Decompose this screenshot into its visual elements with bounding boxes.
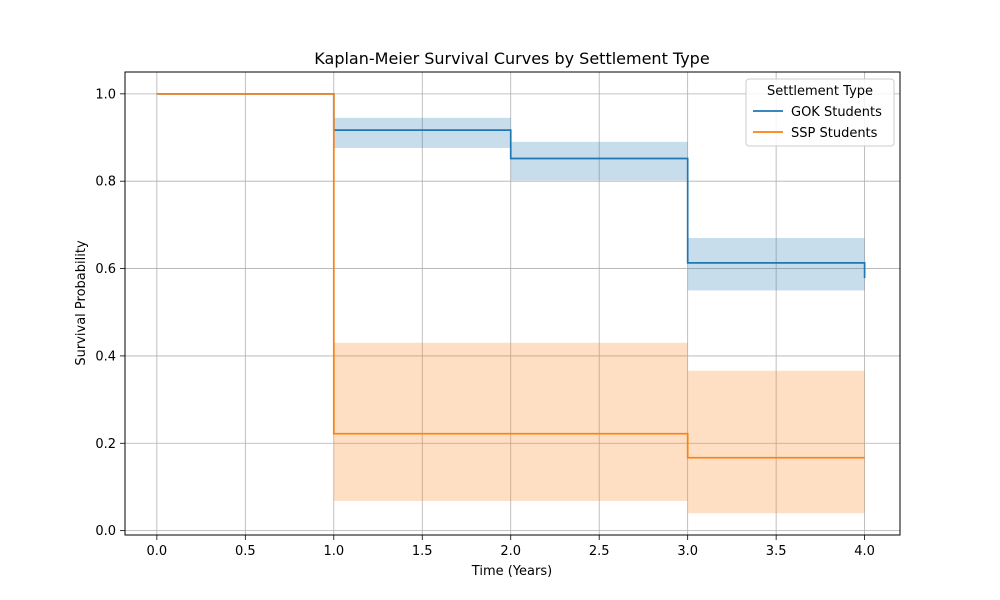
x-tick-label: 0.0 bbox=[147, 544, 168, 559]
ci-band-gok bbox=[510, 141, 688, 181]
ci-band-ssp bbox=[333, 342, 688, 501]
x-tick-label: 2.0 bbox=[500, 544, 521, 559]
y-tick-label: 1.0 bbox=[95, 87, 116, 102]
survival-line-ssp bbox=[156, 92, 865, 459]
x-tick-label: 1.5 bbox=[412, 544, 433, 559]
y-tick-label: 0.6 bbox=[95, 262, 116, 277]
x-tick-label: 3.0 bbox=[677, 544, 698, 559]
legend-title: Settlement Type bbox=[767, 84, 873, 99]
y-tick-label: 0.0 bbox=[95, 524, 116, 539]
x-tick-label: 2.5 bbox=[589, 544, 610, 559]
x-tick-label: 3.5 bbox=[766, 544, 787, 559]
chart-title: Kaplan-Meier Survival Curves by Settleme… bbox=[314, 49, 709, 68]
legend: Settlement Type GOK Students SSP Student… bbox=[745, 78, 895, 147]
legend-label-ssp: SSP Students bbox=[791, 126, 878, 141]
plot-frame bbox=[124, 71, 901, 536]
y-axis-title: Survival Probability bbox=[74, 240, 89, 366]
y-tick-label: 0.4 bbox=[95, 349, 116, 364]
ci-band-ssp bbox=[687, 370, 865, 514]
ci-band-gok bbox=[333, 117, 511, 149]
ci-band-gok bbox=[687, 237, 865, 291]
legend-label-gok: GOK Students bbox=[791, 105, 882, 120]
survival-lines bbox=[156, 92, 866, 459]
axis-ticks: 0.0 0.5 1.0 1.5 2.0 2.5 3.0 3.5 4.0 0.0 0.2 0.4 0.6 0… bbox=[95, 87, 875, 559]
y-tick-label: 0.2 bbox=[95, 437, 116, 452]
legend-box bbox=[745, 78, 895, 147]
confidence-bands bbox=[333, 117, 865, 514]
x-axis-title: Time (Years) bbox=[471, 564, 552, 579]
x-tick-label: 1.0 bbox=[323, 544, 344, 559]
x-tick-label: 0.5 bbox=[235, 544, 256, 559]
y-tick-label: 0.8 bbox=[95, 175, 116, 190]
x-tick-label: 4.0 bbox=[854, 544, 875, 559]
